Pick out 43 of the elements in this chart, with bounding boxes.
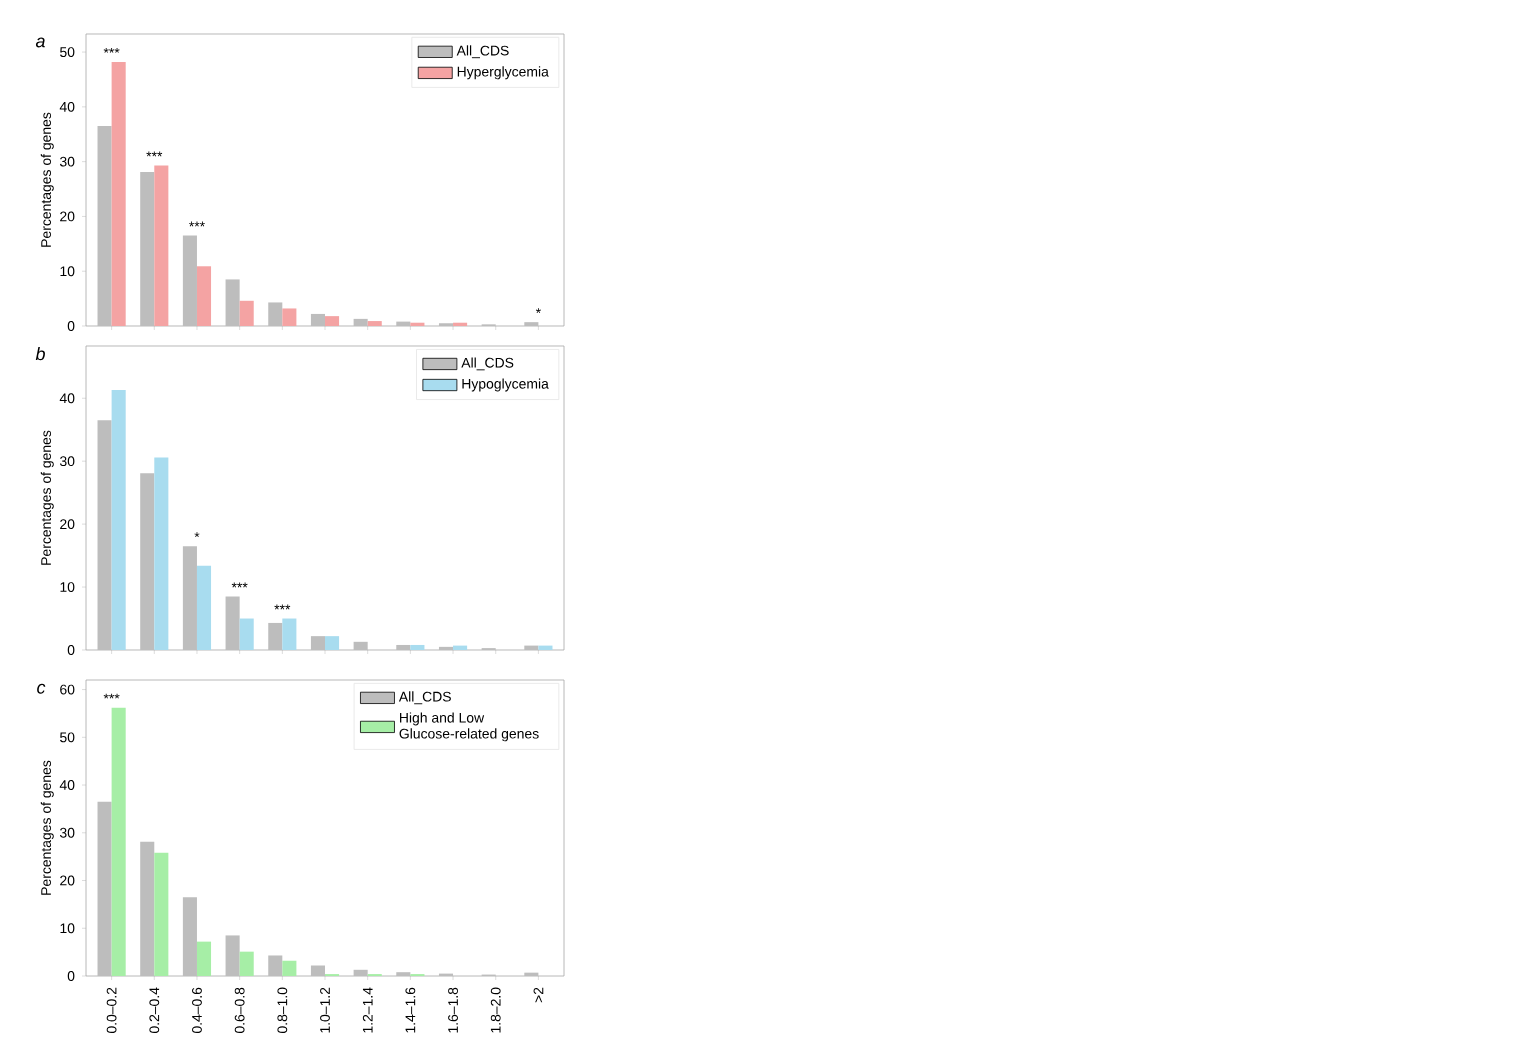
bar (239, 300, 254, 326)
bar (310, 636, 325, 650)
bar (154, 457, 169, 650)
bar (97, 801, 112, 976)
bar (225, 935, 240, 976)
bar (182, 546, 197, 650)
bar (97, 126, 112, 326)
bar (239, 618, 254, 650)
bar (225, 596, 240, 650)
chart-title: c (37, 683, 46, 694)
bar (154, 852, 169, 976)
bar (154, 165, 169, 326)
bar (268, 955, 283, 976)
bar (396, 644, 411, 650)
bar (111, 707, 126, 976)
bar (140, 172, 155, 326)
chart-title: b (35, 347, 45, 361)
bar (111, 390, 126, 650)
bar (196, 941, 212, 976)
bar (282, 308, 297, 326)
bar (282, 618, 297, 650)
bar (196, 266, 212, 326)
bar (310, 313, 325, 326)
bar (325, 636, 340, 650)
chart-title: a (35, 37, 45, 48)
bar (239, 951, 254, 976)
bar (310, 965, 325, 976)
bar (111, 61, 126, 326)
bar (140, 841, 155, 976)
bar (353, 969, 368, 976)
bar (268, 302, 283, 326)
bar (97, 420, 112, 650)
bar (353, 641, 368, 650)
bar (325, 316, 340, 326)
bar (410, 644, 425, 650)
bar (182, 897, 197, 976)
bar (225, 279, 240, 326)
bar (353, 318, 368, 326)
bar (196, 565, 212, 650)
bar (182, 235, 197, 326)
bar (140, 473, 155, 650)
bar (282, 960, 297, 976)
bar (268, 622, 283, 650)
